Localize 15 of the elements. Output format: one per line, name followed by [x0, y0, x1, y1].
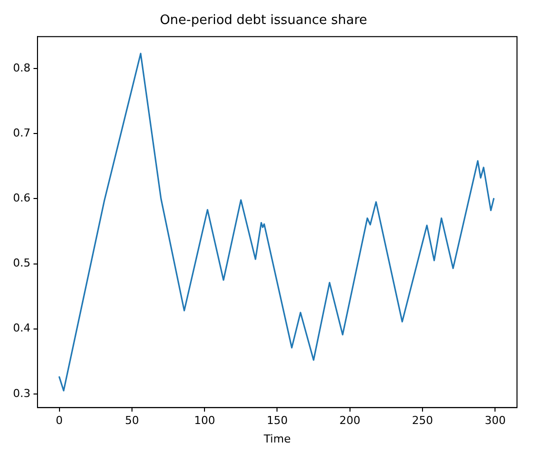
y-tick-label: 0.4 [12, 322, 30, 335]
y-tick-label: 0.3 [12, 386, 30, 400]
y-tick-label: 0.5 [12, 256, 30, 270]
y-tick-label: 0.7 [12, 126, 30, 140]
x-tick-label: 50 [124, 414, 139, 428]
x-tick-label: 100 [194, 414, 216, 428]
x-tick-label: 150 [266, 414, 288, 428]
x-tick-label: 0 [56, 414, 63, 428]
y-tick-label: 0.6 [12, 192, 30, 205]
x-tick-label: 200 [339, 414, 360, 428]
x-tick-label: 300 [484, 414, 506, 428]
chart-title: One-period debt issuance share [160, 13, 368, 28]
x-tick-label: 250 [412, 414, 434, 428]
y-tick-label: 0.8 [12, 61, 30, 74]
x-axis-title: Time [262, 432, 291, 446]
